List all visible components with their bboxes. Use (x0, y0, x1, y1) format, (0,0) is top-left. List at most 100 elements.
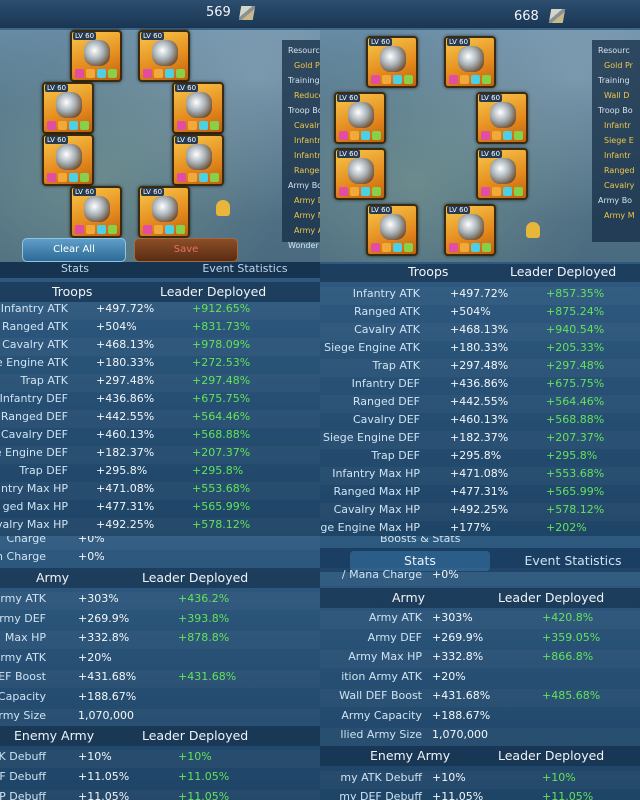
gear-slot[interactable]: LV 60 (42, 82, 94, 134)
stat-label: Cavalry DEF (352, 413, 420, 426)
stat-value: 1,070,000 (78, 709, 134, 722)
boost-sidebar[interactable]: Resourc Gold P Training Reduce Troop Bo Caval… (282, 40, 320, 250)
level-badge: LV 60 (45, 136, 69, 144)
stat-label: e Engine DEF (0, 446, 68, 459)
leader-deployed-value: +420.8% (542, 611, 594, 624)
sidebar-item[interactable]: Army D (294, 196, 320, 205)
level-badge: LV 60 (141, 32, 165, 40)
sidebar-item[interactable]: Infantr (294, 136, 320, 145)
gear-slot[interactable]: LV 60 (172, 82, 224, 134)
leader-deployed-value: +202% (546, 521, 587, 534)
sidebar-item[interactable]: Army M (294, 211, 320, 220)
sidebar-item[interactable]: Cavalry (294, 121, 320, 130)
leader-deployed-title: Leader Deployed (142, 728, 249, 743)
gear-slot[interactable]: LV 60 (334, 92, 386, 144)
sidebar-item[interactable]: Cavalry (604, 181, 635, 190)
sidebar-item[interactable]: Army A (294, 226, 320, 235)
leader-deployed-title: Leader Deployed (498, 590, 605, 605)
enemy-army-header: Enemy Army Leader Deployed (320, 746, 640, 766)
might-value: 668 (514, 9, 539, 24)
sidebar-item[interactable]: Army Bo (598, 196, 633, 205)
sidebar-item[interactable]: Troop Bo (598, 106, 633, 115)
stat-row: Army DEF +269.9% +359.05% (320, 631, 640, 649)
sidebar-item[interactable]: Wall D (604, 91, 630, 100)
sidebar-item[interactable]: Infantr (604, 121, 631, 130)
gear-slot[interactable]: LV 60 (444, 204, 496, 256)
stat-label: Infantry ATK (0, 302, 68, 315)
stat-value: +295.8% (450, 449, 502, 462)
gear-slot[interactable]: LV 60 (70, 186, 122, 238)
jewel-icon (372, 187, 381, 196)
sidebar-item[interactable]: Ranged (604, 166, 635, 175)
gear-item-icon (458, 46, 484, 72)
jewel-icon (177, 173, 186, 182)
sidebar-item[interactable]: Army M (604, 211, 635, 220)
bell-icon[interactable] (216, 200, 230, 216)
stat-row: EF Boost +431.68% +431.68% (0, 670, 320, 688)
jewel-icon (503, 131, 512, 140)
gear-slot[interactable]: LV 60 (138, 30, 190, 82)
jewel-icon (210, 121, 219, 130)
sidebar-item[interactable]: Gold Pr (604, 61, 633, 70)
sidebar-item[interactable]: Training (288, 76, 320, 85)
gear-slot[interactable]: LV 60 (476, 92, 528, 144)
clear-all-button[interactable]: Clear All (22, 238, 126, 262)
tab-event-statistics[interactable]: Event Statistics (202, 262, 288, 275)
jewel-icon (481, 131, 490, 140)
leader-deployed-value: +978.09% (192, 338, 251, 351)
sidebar-item[interactable]: Wonder (288, 241, 319, 250)
section-tag: Boosts & Stats (380, 536, 461, 545)
gear-slot[interactable]: LV 60 (172, 134, 224, 186)
sidebar-item[interactable]: Army Bo (288, 181, 320, 190)
sidebar-item[interactable]: Resourc (598, 46, 630, 55)
jewel-row (143, 225, 185, 234)
stat-label: my DEF Debuff (339, 790, 422, 800)
jewel-row (339, 187, 381, 196)
edit-icon[interactable] (238, 6, 256, 20)
might-value: 569 (206, 5, 231, 20)
jewel-icon (482, 75, 491, 84)
sidebar-item[interactable]: Infantr (294, 151, 320, 160)
leader-deployed-value: +205.33% (546, 341, 605, 354)
leader-deployed-value: +568.88% (192, 428, 251, 441)
stat-value: +11.05% (78, 790, 130, 800)
boost-sidebar[interactable]: Resourc Gold Pr Training Wall D Troop Bo Infa… (592, 40, 640, 242)
stat-label: Trap DEF (371, 449, 420, 462)
stat-label: e Engine ATK (0, 356, 68, 369)
sidebar-item[interactable]: Siege E (604, 136, 634, 145)
jewel-icon (75, 225, 84, 234)
stat-label: Army ATK (368, 611, 422, 624)
edit-icon[interactable] (548, 9, 566, 23)
sidebar-item[interactable]: Resourc (288, 46, 320, 55)
stat-label: Trap ATK (372, 359, 420, 372)
save-button[interactable]: Save (134, 238, 238, 262)
stat-row: e Engine DEF +182.37% +207.37% (0, 446, 320, 464)
tab-stats[interactable]: Stats (60, 262, 90, 275)
sidebar-item[interactable]: Training (598, 76, 630, 85)
stat-value: +303% (78, 592, 119, 605)
gear-slot[interactable]: LV 60 (366, 36, 418, 88)
stat-row: Infantry ATK +497.72% +857.35% (320, 287, 640, 305)
sidebar-item[interactable]: Reduce (294, 91, 320, 100)
sidebar-item[interactable]: Ranged (294, 166, 320, 175)
sidebar-item[interactable]: Gold P (294, 61, 320, 70)
tab-stats[interactable]: Stats (350, 551, 490, 571)
jewel-icon (47, 173, 56, 182)
stat-row: ged Max HP +477.31% +565.99% (0, 500, 320, 518)
jewel-icon (176, 225, 185, 234)
stat-value: +0% (78, 536, 105, 545)
gear-slot[interactable]: LV 60 (70, 30, 122, 82)
gear-slot[interactable]: LV 60 (334, 148, 386, 200)
stat-value: +477.31% (450, 485, 509, 498)
gear-slot[interactable]: LV 60 (138, 186, 190, 238)
gear-slot[interactable]: LV 60 (42, 134, 94, 186)
jewel-icon (482, 243, 491, 252)
gear-slot[interactable]: LV 60 (476, 148, 528, 200)
sidebar-item[interactable]: Troop Bo (288, 106, 320, 115)
bell-icon[interactable] (526, 222, 540, 238)
gear-item-icon (84, 40, 110, 66)
gear-slot[interactable]: LV 60 (366, 204, 418, 256)
gear-slot[interactable]: LV 60 (444, 36, 496, 88)
sidebar-item[interactable]: Infantr (604, 151, 631, 160)
tab-event-statistics[interactable]: Event Statistics (524, 553, 622, 568)
